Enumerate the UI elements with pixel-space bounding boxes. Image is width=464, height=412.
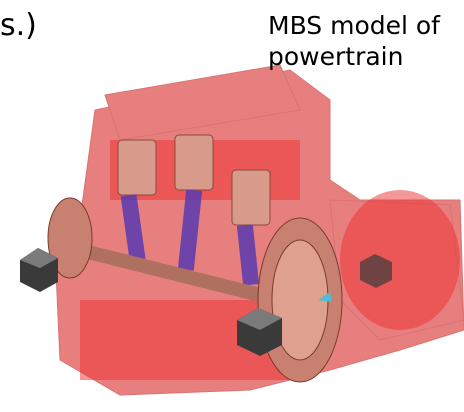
caption: MBS model of powertrain <box>268 10 440 72</box>
text-fragment: s.) <box>0 8 37 43</box>
caption-line: powertrain <box>268 41 440 72</box>
slide: s.) MBS model of powertrain <box>0 0 464 412</box>
caption-line: MBS model of <box>268 10 440 41</box>
